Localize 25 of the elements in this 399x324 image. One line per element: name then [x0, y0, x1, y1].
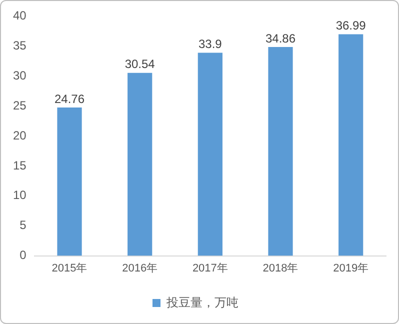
x-tick-label: 2017年 — [192, 262, 228, 274]
y-tick-label: 10 — [12, 188, 27, 202]
x-tick-label: 2018年 — [262, 262, 298, 274]
bar — [57, 107, 82, 256]
data-label: 33.9 — [198, 37, 222, 52]
y-tick-label: 0 — [20, 248, 27, 262]
y-tick-label: 40 — [12, 8, 27, 23]
x-tick-label: 2019年 — [333, 262, 369, 274]
y-tick-label: 30 — [12, 68, 27, 82]
y-tick-label: 5 — [20, 218, 27, 232]
bar — [128, 72, 152, 256]
x-tick-label: 2016年 — [122, 262, 158, 274]
y-tick-label: 25 — [12, 98, 27, 112]
legend-label: 投豆量，万吨 — [166, 295, 238, 310]
bar — [338, 34, 364, 256]
data-label: 36.99 — [336, 18, 366, 33]
data-label: 30.54 — [124, 57, 156, 72]
bar — [198, 52, 222, 256]
y-tick-label: 15 — [12, 158, 27, 172]
data-label: 24.76 — [54, 92, 85, 106]
y-tick-label: 35 — [12, 38, 27, 52]
bar — [268, 46, 293, 256]
x-tick-label: 2015年 — [52, 262, 88, 274]
data-label: 34.86 — [265, 31, 296, 46]
y-tick-label: 20 — [12, 128, 27, 142]
